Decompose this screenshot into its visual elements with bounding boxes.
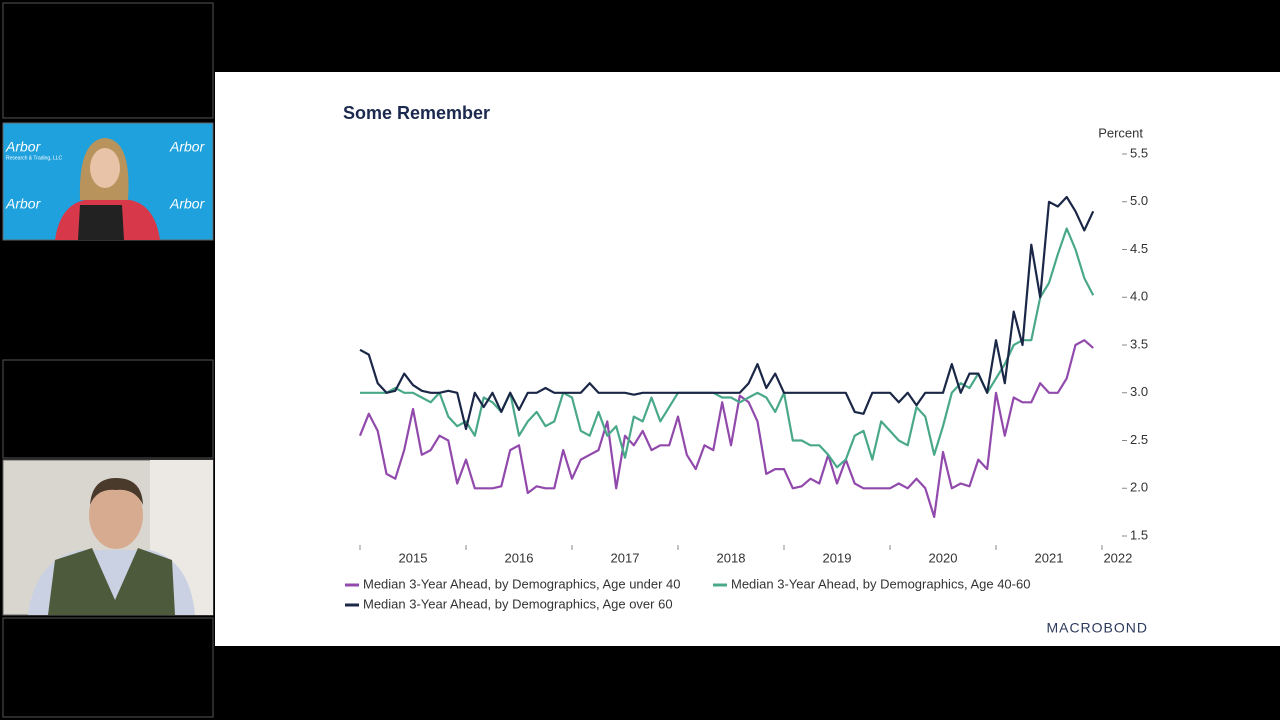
y-tick-label: 3.5 xyxy=(1130,336,1148,351)
person-vest xyxy=(48,548,175,615)
y-tick-label: 2.5 xyxy=(1130,432,1148,447)
empty-tile xyxy=(2,2,214,119)
logo-subtext: Research & Trading, LLC xyxy=(6,155,63,161)
x-tick-label: 2022 xyxy=(1103,550,1132,565)
person-shirt xyxy=(78,205,124,240)
empty-tile xyxy=(2,359,214,459)
legend-label: Median 3-Year Ahead, by Demographics, Ag… xyxy=(363,596,673,611)
chart-title: Some Remember xyxy=(343,103,490,123)
legend-label: Median 3-Year Ahead, by Demographics, Ag… xyxy=(731,576,1030,591)
x-tick-label: 2021 xyxy=(1035,550,1064,565)
y-tick-label: 5.5 xyxy=(1130,145,1148,160)
chart: 1.5 2.0 2.5 3.0 3.5 4.0 4.5 5.0 5.5 2015 2016 2017 2… xyxy=(345,145,1148,611)
y-tick-label: 2.0 xyxy=(1130,480,1148,495)
x-tick-label: 2015 xyxy=(399,550,428,565)
x-tick-label: 2016 xyxy=(505,550,534,565)
x-tick-label: 2020 xyxy=(929,550,958,565)
x-tick-label: 2018 xyxy=(717,550,746,565)
person-hair xyxy=(90,478,143,505)
logo-text: Arbor xyxy=(5,139,42,155)
person-face xyxy=(90,148,120,188)
y-tick-label: 4.0 xyxy=(1130,289,1148,304)
y-tick-label: 1.5 xyxy=(1130,527,1148,542)
x-tick-label: 2017 xyxy=(611,550,640,565)
person-face xyxy=(89,481,143,549)
logo-text: Arbor xyxy=(169,139,206,155)
y-axis-label: Percent xyxy=(1098,125,1143,140)
y-tick-label: 4.5 xyxy=(1130,241,1148,256)
series-line xyxy=(358,339,1094,518)
participant-tile[interactable]: Arbor Research & Trading, LLC Arbor Arbo… xyxy=(2,122,214,241)
slide xyxy=(215,72,1280,646)
x-tick-label: 2019 xyxy=(823,550,852,565)
y-tick-label: 5.0 xyxy=(1130,193,1148,208)
legend-label: Median 3-Year Ahead, by Demographics, Ag… xyxy=(363,576,681,591)
empty-tile xyxy=(2,617,214,718)
logo-text: Arbor xyxy=(169,196,206,212)
logo-text: Arbor xyxy=(5,196,42,212)
y-tick-label: 3.0 xyxy=(1130,384,1148,399)
participant-tile[interactable] xyxy=(2,459,214,616)
source-logo: MACROBOND xyxy=(1046,620,1148,636)
series-line xyxy=(359,195,1095,431)
